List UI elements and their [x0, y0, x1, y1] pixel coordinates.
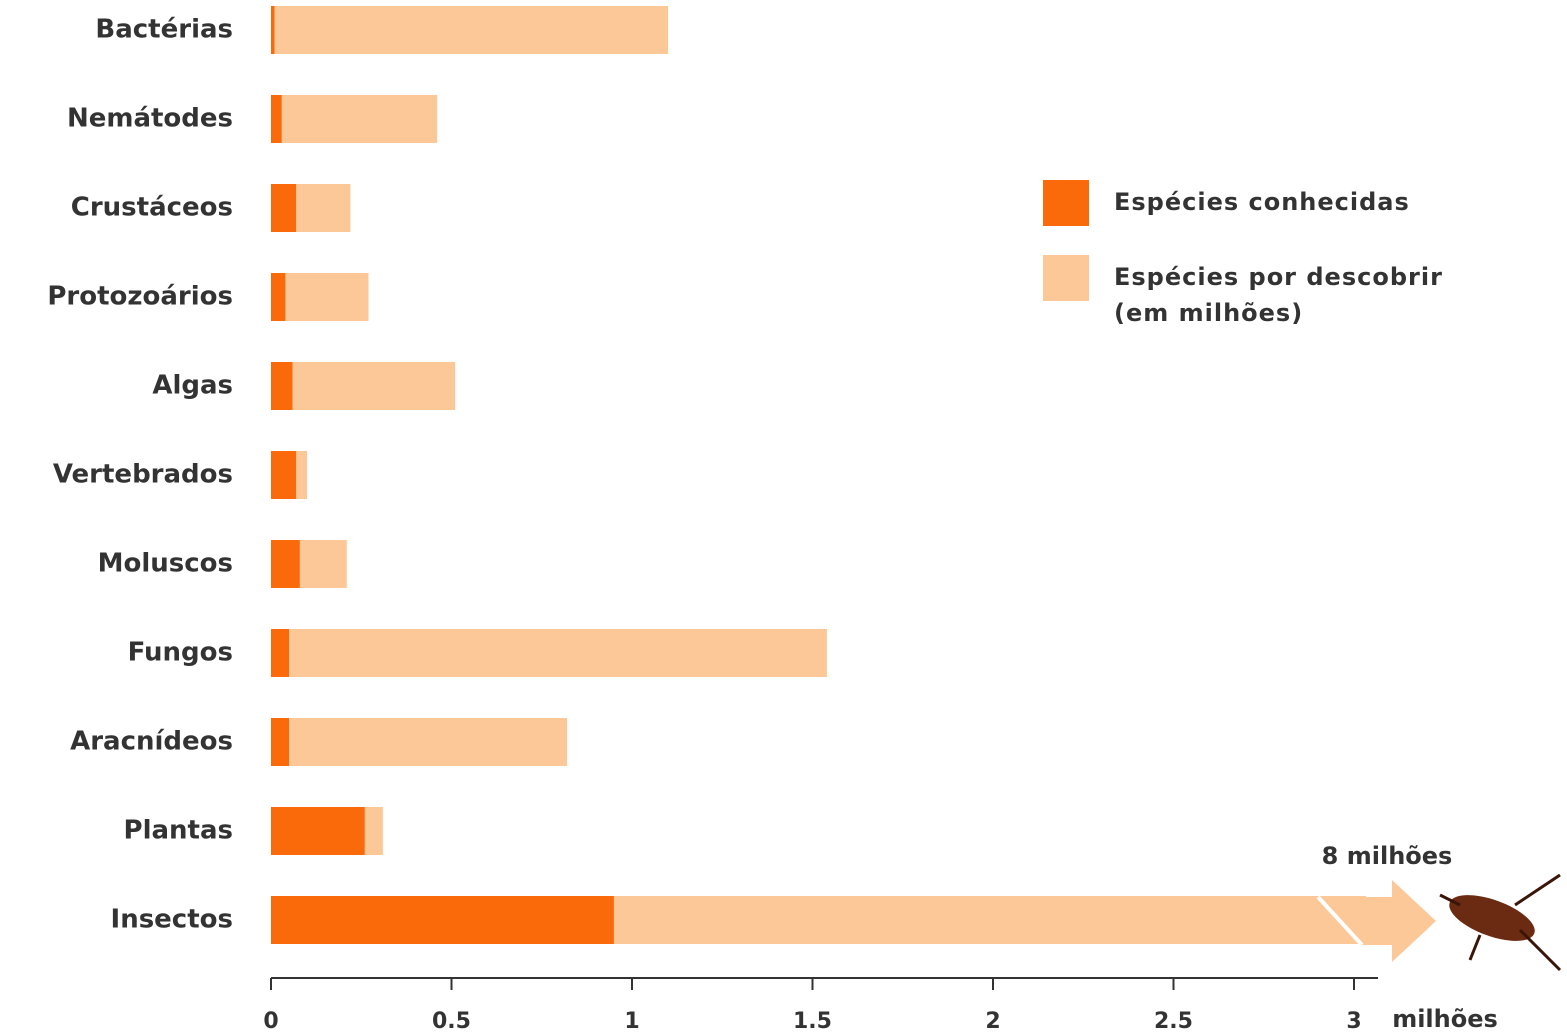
legend-label: Espécies por descobrir (em milhões): [1114, 259, 1494, 331]
category-label: Vertebrados: [53, 460, 233, 490]
category-label: Plantas: [124, 816, 233, 846]
page: 8 milhões milhões 0 0.5 1 1.5 2 2.5 3 Bactérias…: [0, 0, 1567, 1035]
bar-segment: [285, 273, 368, 321]
bar-segment: [275, 6, 668, 54]
bar-segment: [296, 184, 350, 232]
bar-segment: [296, 451, 307, 499]
bar-segment: [271, 896, 614, 944]
category-label: Insectos: [111, 905, 233, 935]
legend-swatch: [1043, 180, 1089, 226]
bar-segment: [289, 718, 567, 766]
bar-segment: [293, 362, 455, 410]
x-axis-label: milhões: [1392, 1005, 1498, 1033]
category-label: Fungos: [128, 638, 233, 668]
bar-segment: [271, 718, 289, 766]
bar-segment: [271, 273, 285, 321]
x-tick-label: 2.5: [1154, 1009, 1193, 1034]
bar-segment: [271, 540, 300, 588]
bar-segment: [271, 95, 282, 143]
bar-segment: [271, 629, 289, 677]
x-tick-label: 2: [985, 1009, 1000, 1034]
bar-segment: [271, 451, 296, 499]
annotation: 8 milhões: [1322, 842, 1453, 870]
bar-segment: [282, 95, 437, 143]
legend-label: Espécies conhecidas: [1114, 184, 1534, 220]
bar-segment: [271, 362, 293, 410]
bar-segment: [300, 540, 347, 588]
bar-segment: [289, 629, 827, 677]
chart: 8 milhões milhões 0 0.5 1 1.5 2 2.5 3 Bactérias…: [0, 0, 1567, 1035]
bar-arrow: [1362, 880, 1436, 962]
legend-swatch: [1043, 255, 1089, 301]
x-tick-label: 3: [1346, 1009, 1361, 1034]
x-tick-label: 1: [624, 1009, 639, 1034]
category-label: Algas: [152, 371, 233, 401]
bar-segment: [271, 6, 275, 54]
x-tick-label: 1.5: [793, 1009, 832, 1034]
category-label: Protozoários: [47, 282, 233, 312]
x-tick-label: 0: [263, 1009, 278, 1034]
bar-segment: [271, 184, 296, 232]
insect-icon: [1440, 875, 1560, 970]
bar-segment: [271, 807, 365, 855]
category-label: Aracnídeos: [70, 727, 233, 757]
bar-segment: [365, 807, 383, 855]
category-label: Nemátodes: [67, 104, 233, 134]
bars: [271, 6, 1567, 944]
category-label: Crustáceos: [71, 193, 233, 223]
category-label: Moluscos: [98, 549, 233, 579]
x-tick-label: 0.5: [432, 1009, 471, 1034]
category-label: Bactérias: [95, 15, 233, 45]
